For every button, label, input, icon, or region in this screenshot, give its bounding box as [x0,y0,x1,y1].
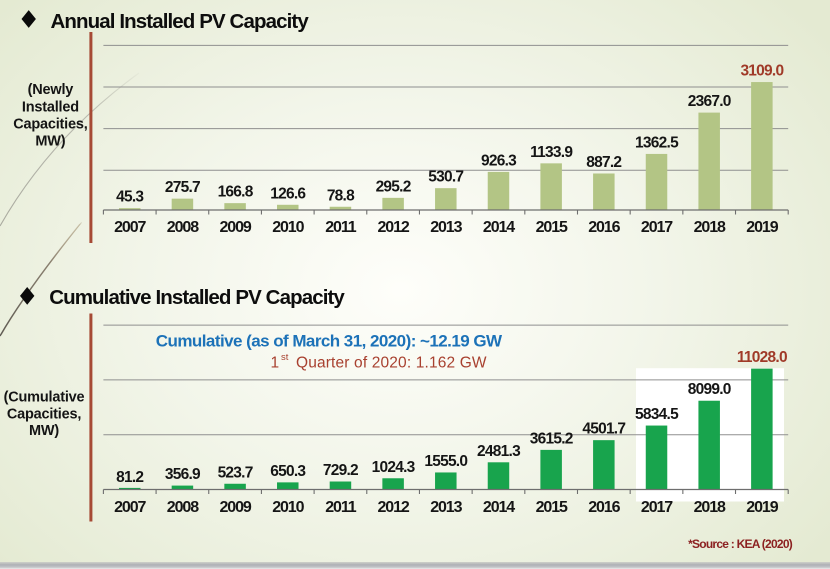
svg-text:Annual Installed PV Capacity: Annual Installed PV Capacity [51,10,310,33]
svg-text:2016: 2016 [588,499,620,516]
svg-text:2017: 2017 [641,499,673,516]
svg-text:Cumulative (as of March 31, 20: Cumulative (as of March 31, 2020): ~12.1… [156,332,503,351]
svg-text:2011: 2011 [325,219,357,236]
svg-text:78.8: 78.8 [327,187,355,204]
svg-text:Quarter of 2020: 1.162 GW: Quarter of 2020: 1.162 GW [296,355,487,372]
svg-text:Cumulative Installed PV Capaci: Cumulative Installed PV Capacity [49,286,345,309]
svg-text:126.6: 126.6 [270,185,306,202]
svg-text:1362.5: 1362.5 [635,134,679,151]
svg-text:MW): MW) [35,134,65,150]
svg-text:2018: 2018 [694,499,726,516]
svg-text:8099.0: 8099.0 [688,381,731,398]
svg-text:2367.0: 2367.0 [688,93,731,110]
svg-text:275.7: 275.7 [165,179,200,196]
svg-text:2008: 2008 [167,499,199,516]
svg-text:2010: 2010 [272,499,304,516]
svg-text:MW): MW) [29,423,59,439]
svg-text:166.8: 166.8 [218,184,254,201]
svg-text:2007: 2007 [114,219,146,236]
svg-text:2481.3: 2481.3 [477,443,521,460]
svg-text:Capacities,: Capacities, [7,406,82,422]
svg-text:729.2: 729.2 [323,462,358,479]
svg-text:5834.5: 5834.5 [635,406,679,423]
svg-text:3109.0: 3109.0 [740,63,783,80]
svg-text:st: st [281,352,289,363]
svg-text:2017: 2017 [641,219,673,236]
svg-text:295.2: 295.2 [376,178,411,195]
svg-text:2012: 2012 [377,219,409,236]
svg-text:11028.0: 11028.0 [737,349,787,366]
svg-text:2008: 2008 [167,219,199,236]
svg-text:1: 1 [271,355,280,372]
svg-text:887.2: 887.2 [586,154,621,171]
svg-text:Capacities,: Capacities, [13,117,88,133]
svg-text:356.9: 356.9 [165,466,201,483]
svg-text:(Cumulative: (Cumulative [4,390,85,406]
svg-text:2019: 2019 [746,219,778,236]
svg-text:2018: 2018 [694,219,726,236]
svg-text:2011: 2011 [325,499,357,516]
svg-text:81.2: 81.2 [116,469,143,486]
svg-text:2009: 2009 [219,499,251,516]
svg-text:45.3: 45.3 [116,189,144,206]
svg-text:Installed: Installed [22,99,79,115]
svg-text:2013: 2013 [430,219,462,236]
svg-text:3615.2: 3615.2 [530,430,573,447]
svg-text:2009: 2009 [219,219,251,236]
svg-text:2010: 2010 [272,219,304,236]
svg-text:1024.3: 1024.3 [372,459,416,476]
svg-text:1133.9: 1133.9 [530,144,573,161]
svg-text:2015: 2015 [536,499,568,516]
svg-text:2012: 2012 [377,499,409,516]
svg-text:2015: 2015 [536,219,568,236]
svg-text:650.3: 650.3 [270,463,306,480]
svg-text:2014: 2014 [483,219,515,236]
svg-text:1555.0: 1555.0 [424,453,467,470]
svg-text:523.7: 523.7 [218,464,253,481]
svg-text:926.3: 926.3 [481,152,517,169]
svg-text:(Newly: (Newly [28,82,74,98]
svg-text:2007: 2007 [114,499,146,516]
svg-text:2016: 2016 [588,219,620,236]
svg-text:2013: 2013 [430,499,462,516]
svg-text:2019: 2019 [746,499,778,516]
svg-text:4501.7: 4501.7 [582,421,625,438]
svg-text:530.7: 530.7 [428,169,463,186]
svg-text:2014: 2014 [483,499,515,516]
svg-text:*Source : KEA (2020): *Source : KEA (2020) [688,537,793,551]
